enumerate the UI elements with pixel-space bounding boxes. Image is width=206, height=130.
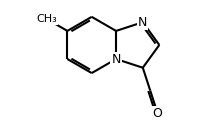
Text: CH₃: CH₃ [36, 14, 57, 24]
Text: N: N [138, 16, 147, 29]
Text: N: N [111, 53, 121, 66]
Text: O: O [153, 107, 163, 120]
